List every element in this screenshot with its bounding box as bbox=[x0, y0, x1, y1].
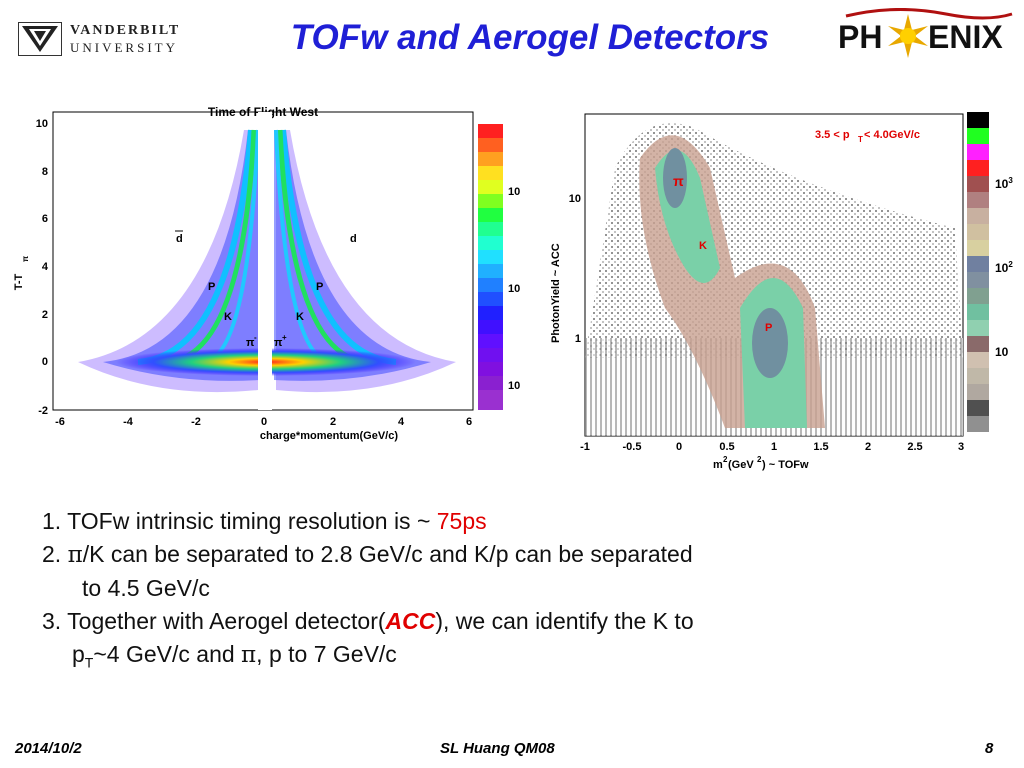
plot1-label-p: P bbox=[316, 281, 323, 293]
plot2-xtick: -0.5 bbox=[623, 441, 642, 453]
plot1-ylabel-sub: π bbox=[21, 256, 30, 262]
plot2-xtick: 2.5 bbox=[907, 441, 922, 453]
plot2-ytick: 10 bbox=[569, 193, 581, 205]
plot1-colorbar bbox=[478, 124, 503, 410]
plot2-data bbox=[585, 123, 963, 436]
plot2-label-k: K bbox=[699, 240, 707, 252]
vanderbilt-shield-icon bbox=[18, 22, 62, 56]
plot1-colorbar-label: 10 bbox=[508, 380, 521, 392]
plot1-label-piminus: π bbox=[246, 337, 255, 349]
plot2-colorbar-base: 10 bbox=[995, 261, 1009, 275]
plot2-xtick: 3 bbox=[958, 441, 964, 453]
tof-west-plot: Time of Flight West -6 -4 -2 0 2 4 6 -2 … bbox=[13, 105, 503, 442]
plot1-label-kminus: K bbox=[224, 311, 232, 323]
plot1-label-plus: + bbox=[282, 333, 287, 342]
plot2-xlabel-sup: 2 bbox=[723, 455, 728, 464]
plot1-xtick: 4 bbox=[398, 416, 405, 428]
plot2-xlabel-a: m bbox=[713, 459, 723, 471]
plot2-label-pi: π bbox=[673, 173, 684, 189]
bullet-1: 1. TOFw intrinsic timing resolution is ~… bbox=[42, 505, 902, 538]
plot2-xlabel-b: (GeV bbox=[728, 459, 754, 471]
bullet-2-pi: π bbox=[67, 542, 83, 568]
bullet-2-number: 2. bbox=[42, 541, 68, 567]
plot1-xtick: 0 bbox=[261, 416, 267, 428]
plot2-colorbar-exp: 3 bbox=[1008, 176, 1013, 185]
bullet-3-pi: π bbox=[241, 642, 257, 668]
plot1-ylabel: T-T bbox=[13, 273, 25, 290]
plot1-xtick: -6 bbox=[55, 416, 65, 428]
plot1-label-piplus: π bbox=[274, 337, 283, 349]
plot1-xtick: -2 bbox=[191, 416, 201, 428]
plot2-cut-tail: < 4.0GeV/c bbox=[864, 129, 920, 141]
phenix-logo: PH ENIX bbox=[838, 8, 1013, 58]
plot1-xlabel: charge*momentum(GeV/c) bbox=[260, 430, 398, 442]
bullet-3-pt: p bbox=[72, 641, 85, 667]
plot2-xtick: 0 bbox=[676, 441, 682, 453]
plot2-colorbar-label: 102 bbox=[995, 260, 1013, 275]
plot1-ytick: 0 bbox=[42, 356, 48, 368]
phenix-sun-icon bbox=[888, 14, 928, 58]
bullet-2-text: /K can be separated to 2.8 GeV/c and K/p… bbox=[82, 541, 693, 567]
bullet-list: 1. TOFw intrinsic timing resolution is ~… bbox=[42, 505, 902, 680]
plot2-colorbar-base: 10 bbox=[995, 177, 1009, 191]
bullet-3-cont: pT~4 GeV/c and π, p to 7 GeV/c bbox=[42, 638, 902, 680]
plot1-ytick: 4 bbox=[42, 261, 49, 273]
plot1-ytick: 2 bbox=[42, 309, 48, 321]
plot2-xtick: 1 bbox=[771, 441, 777, 453]
bullet-3-text-d: ~4 GeV/c and bbox=[93, 641, 242, 667]
phenix-logo-left: PH bbox=[838, 19, 882, 55]
bullet-2-text-cont: to 4.5 GeV/c bbox=[82, 575, 210, 601]
plot2-xtick: -1 bbox=[580, 441, 590, 453]
plot2-xlabel-c: ) ~ TOFw bbox=[762, 459, 809, 471]
plot1-xtick: 6 bbox=[466, 416, 472, 428]
university-wordmark: UNIVERSITY bbox=[70, 40, 178, 55]
plot2-colorbar-label: 103 bbox=[995, 176, 1013, 191]
plot2-colorbar bbox=[967, 112, 989, 432]
bullet-2: 2. π/K can be separated to 2.8 GeV/c and… bbox=[42, 538, 902, 572]
plot2-xtick: 2 bbox=[865, 441, 871, 453]
plot2-colorbar-exp: 2 bbox=[1008, 260, 1013, 269]
bullet-1-text: 1. TOFw intrinsic timing resolution is ~ bbox=[42, 508, 437, 534]
plot1-label-minus: - bbox=[254, 333, 257, 342]
bullet-3-text-b: ), we can identify the K to bbox=[435, 608, 694, 634]
plot1-label-pbar: P bbox=[208, 281, 215, 293]
acc-vs-tofw-plot: 3.5 < p T < 4.0GeV/c π K P -1 -0.5 0 0.5… bbox=[550, 112, 989, 471]
vanderbilt-wordmark: VANDERBILT bbox=[70, 23, 181, 38]
plot2-colorbar-label: 10 bbox=[995, 345, 1008, 359]
plot1-label-dbar: d bbox=[176, 233, 183, 245]
footer-page-number: 8 bbox=[985, 740, 994, 757]
plot1-ytick: 8 bbox=[42, 166, 48, 178]
plot2-xtick: 1.5 bbox=[813, 441, 828, 453]
plot2-cut-text: 3.5 < p bbox=[815, 129, 850, 141]
plot1-colorbar-label: 10 bbox=[508, 283, 521, 295]
bullet-3-text: 3. Together with Aerogel detector( bbox=[42, 608, 386, 634]
plot2-colorbar-base: 10 bbox=[995, 345, 1009, 359]
plot2-label-p: P bbox=[765, 322, 772, 334]
plot2-xlabel-sup2: 2 bbox=[757, 455, 762, 464]
plot1-xtick: -4 bbox=[123, 416, 134, 428]
vanderbilt-logo: VANDERBILT UNIVERSITY bbox=[18, 18, 193, 60]
footer-author: SL Huang QM08 bbox=[440, 740, 555, 757]
bullet-3: 3. Together with Aerogel detector(ACC), … bbox=[42, 605, 902, 638]
bullet-3-text-e: , p to 7 GeV/c bbox=[256, 641, 397, 667]
plot2-ytick: 1 bbox=[575, 333, 581, 345]
phenix-logo-right: ENIX bbox=[928, 19, 1003, 55]
bullet-1-value: 75ps bbox=[436, 508, 487, 534]
bullet-3-pt-sub: T bbox=[84, 654, 94, 671]
plot1-colorbar-label: 10 bbox=[508, 186, 521, 198]
plot1-ytick: 10 bbox=[36, 118, 48, 130]
slide-title: TOFw and Aerogel Detectors bbox=[290, 18, 770, 57]
plot2-xtick: 0.5 bbox=[719, 441, 734, 453]
plot2-cut-sub: T bbox=[858, 135, 863, 144]
plot1-ytick: 6 bbox=[42, 213, 48, 225]
footer-date: 2014/10/2 bbox=[15, 740, 82, 757]
bullet-2-cont: to 4.5 GeV/c bbox=[42, 572, 902, 605]
bullet-3-acc: ACC bbox=[385, 608, 436, 634]
plot2-ylabel: PhotonYield ~ ACC bbox=[550, 243, 562, 343]
plot1-data bbox=[78, 112, 456, 410]
plot1-label-d: d bbox=[350, 233, 357, 245]
plot1-label-kplus: K bbox=[296, 311, 304, 323]
plot1-ytick: -2 bbox=[38, 405, 48, 417]
plot1-xtick: 2 bbox=[330, 416, 336, 428]
